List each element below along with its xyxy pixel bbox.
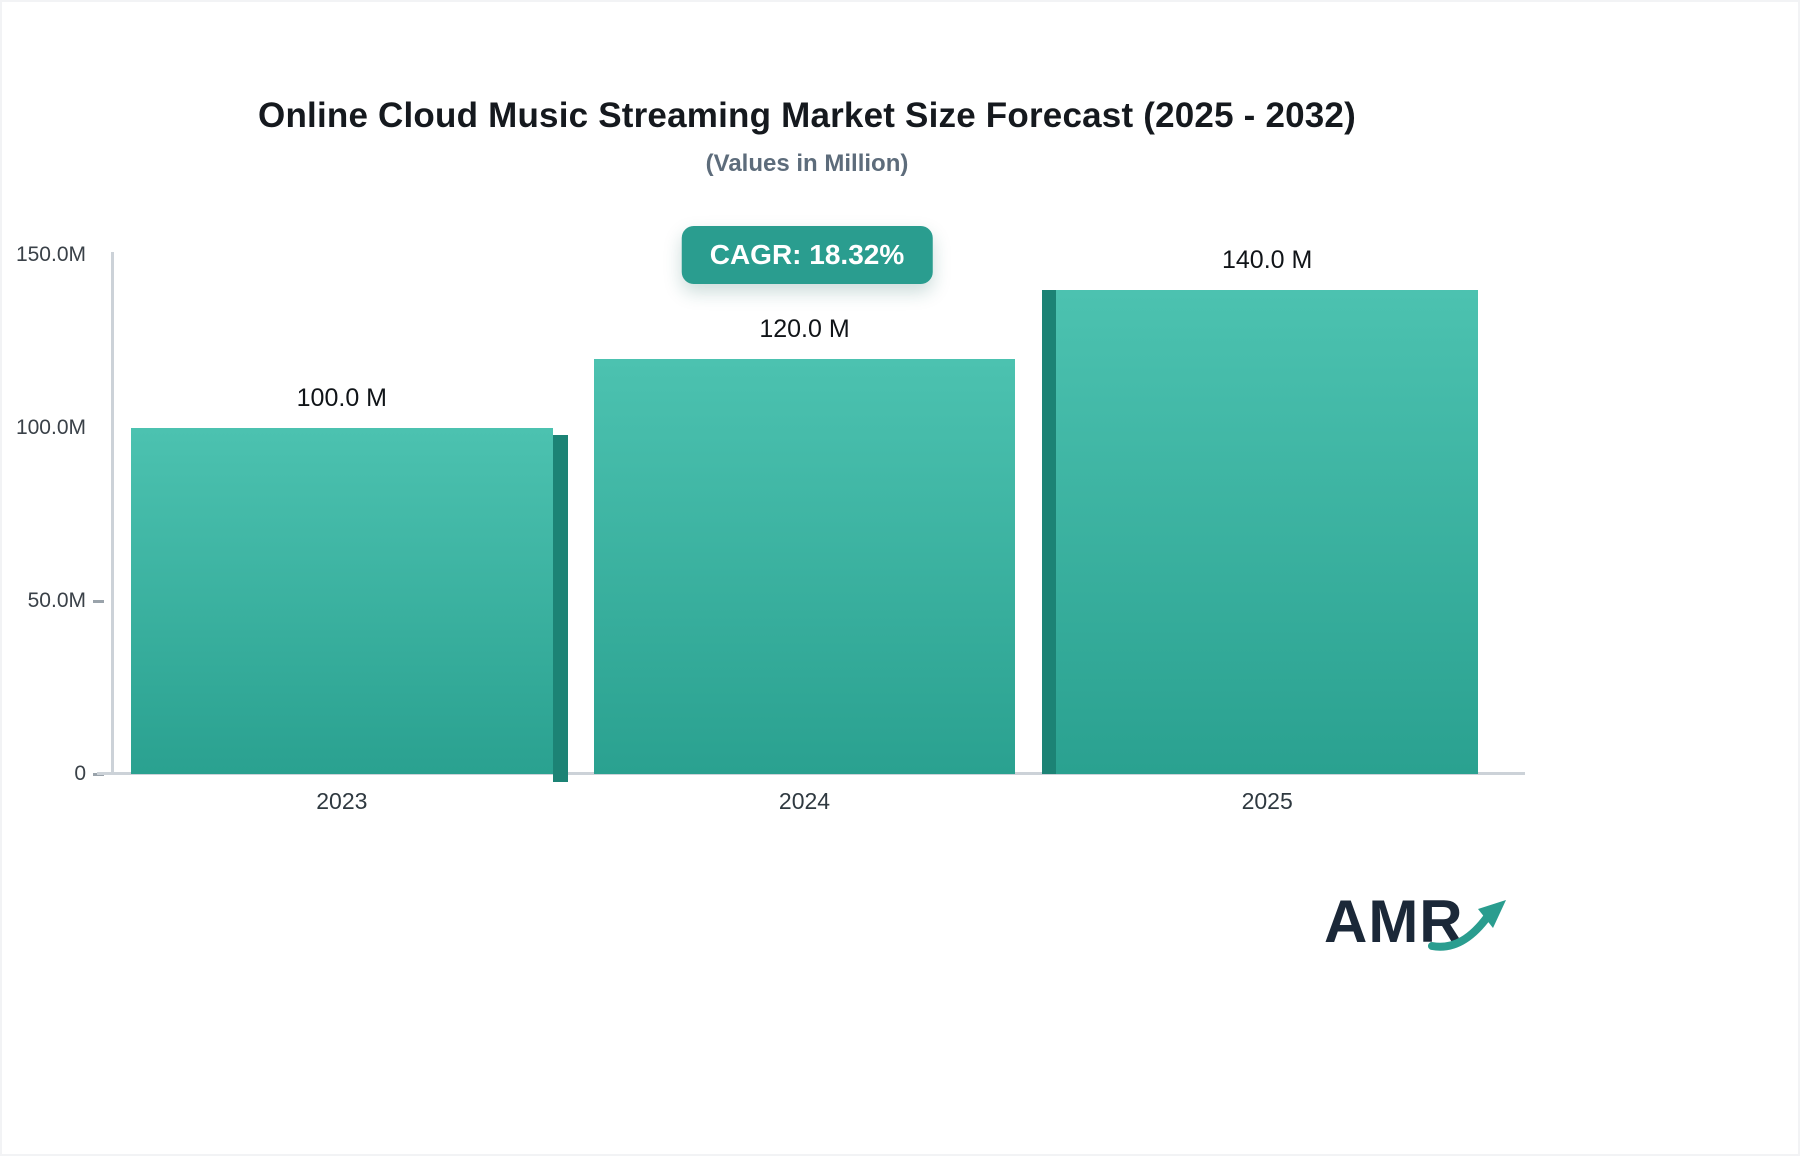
cagr-badge: CAGR: 18.32% <box>681 226 933 284</box>
x-axis-labels: 2023 2024 2025 <box>113 788 1513 815</box>
y-tick-mark <box>93 599 104 603</box>
y-tick-label: 50.0M <box>27 589 86 612</box>
x-tick-label: 2024 <box>778 788 831 814</box>
bar-value-label: 120.0 M <box>759 314 850 343</box>
y-tick-label: 100.0M <box>15 416 86 439</box>
chart-subtitle: (Values in Million) <box>705 150 909 177</box>
y-tick-label: 0 <box>74 762 86 785</box>
y-tick-label: 150.0M <box>15 243 86 266</box>
chart-title: Online Cloud Music Streaming Market Size… <box>258 96 1356 135</box>
bar-value-label: 140.0 M <box>1222 245 1313 274</box>
plot-area: 100.0 M 120.0 M 140.0 M <box>113 246 1513 782</box>
x-tick-label: 2023 <box>316 788 368 814</box>
bar-2023: 100.0 M <box>131 384 568 782</box>
x-tick-label: 2025 <box>1241 788 1293 814</box>
y-tick: 100.0M <box>16 416 104 440</box>
bar-value-label: 100.0 M <box>296 384 387 412</box>
amr-logo-text: AMR <box>1324 888 1464 955</box>
y-axis: 150.0M 100.0M 50.0M 0 <box>2 243 106 785</box>
y-tick: 50.0M <box>28 589 104 613</box>
bar-2024: 120.0 M <box>593 315 1016 774</box>
growth-arrow-icon <box>1427 898 1512 965</box>
y-tick: 150.0M <box>16 243 104 267</box>
bar-2025: 140.0 M <box>1042 246 1479 775</box>
bars-group: 100.0 M 120.0 M 140.0 M <box>113 246 1513 782</box>
y-axis-line <box>111 252 114 774</box>
amr-logo: AMR <box>1324 892 1512 965</box>
